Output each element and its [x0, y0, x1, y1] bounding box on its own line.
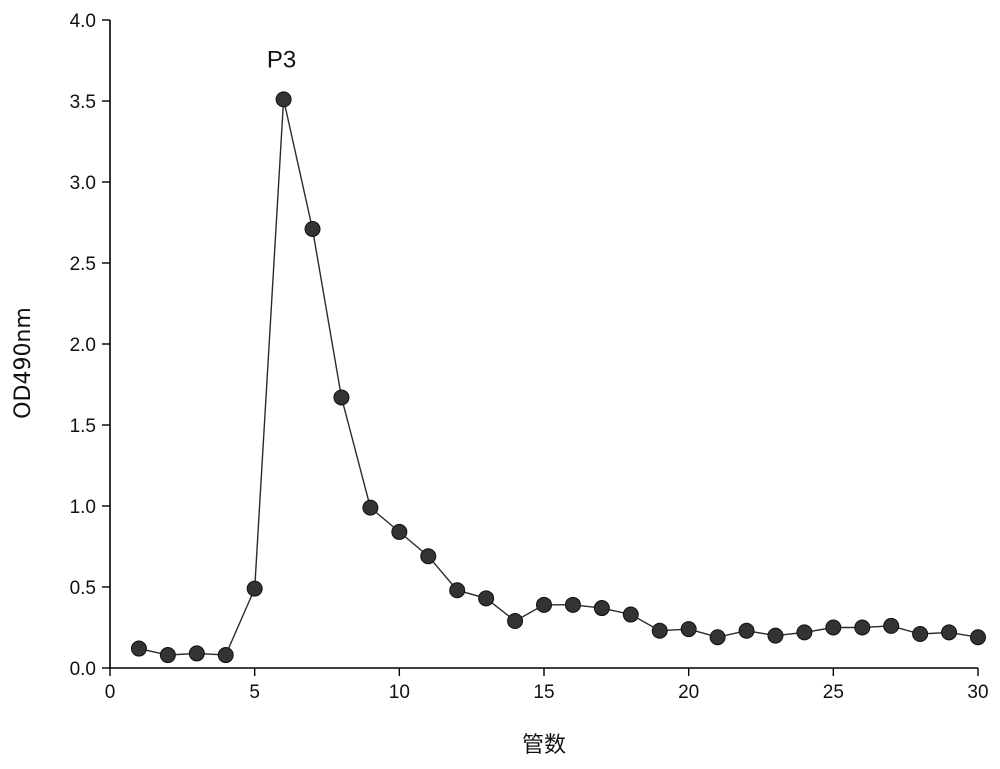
- data-point: [651, 622, 668, 639]
- y-tick-label: 4.0: [70, 11, 96, 32]
- y-tick-label: 1.5: [70, 416, 96, 437]
- data-point: [478, 590, 495, 607]
- x-tick-label: 0: [105, 682, 116, 703]
- x-tick-label: 25: [823, 682, 844, 703]
- data-point: [420, 548, 437, 565]
- data-point: [796, 624, 813, 641]
- series-line: [138, 99, 979, 656]
- data-point: [970, 629, 986, 646]
- data-point: [362, 499, 379, 516]
- data-point: [680, 621, 697, 638]
- series-layer: [130, 91, 986, 664]
- y-tick-label: 2.5: [70, 254, 96, 275]
- data-point: [275, 91, 292, 108]
- y-tick-label: 0.0: [70, 659, 96, 680]
- data-point: [912, 625, 929, 642]
- data-point: [854, 619, 871, 636]
- peak-label: P3: [267, 46, 296, 73]
- data-point: [507, 613, 524, 630]
- y-tick-label: 0.5: [70, 578, 96, 599]
- data-point: [246, 580, 263, 597]
- data-point: [564, 596, 581, 613]
- x-tick-label: 10: [389, 682, 410, 703]
- data-point: [188, 645, 205, 662]
- x-axis-title: 管数: [522, 733, 566, 758]
- y-tick-label: 3.5: [70, 92, 96, 113]
- y-axis-title: OD490nm: [11, 307, 36, 419]
- x-tick-label: 30: [967, 682, 988, 703]
- data-point: [159, 647, 176, 664]
- y-tick-label: 3.0: [70, 173, 96, 194]
- data-point: [767, 627, 784, 644]
- data-point: [709, 629, 726, 646]
- data-point: [391, 523, 408, 540]
- data-point: [622, 606, 639, 623]
- data-point: [883, 617, 900, 634]
- data-point: [593, 600, 610, 617]
- y-tick-label: 2.0: [70, 335, 96, 356]
- x-tick-label: 5: [249, 682, 260, 703]
- data-point: [536, 596, 552, 613]
- data-point: [825, 619, 842, 636]
- data-point: [304, 220, 321, 237]
- x-ticks: 0 5 10 15 20 25 30: [105, 668, 989, 703]
- data-point: [449, 582, 466, 599]
- data-point: [333, 389, 350, 406]
- axes: [109, 20, 978, 669]
- data-point: [738, 622, 755, 639]
- data-point: [217, 647, 234, 664]
- data-point: [130, 640, 147, 657]
- x-tick-label: 15: [533, 682, 554, 703]
- annotation-layer: P3: [267, 46, 296, 73]
- x-tick-label: 20: [678, 682, 699, 703]
- data-point: [941, 624, 958, 641]
- y-tick-label: 1.0: [70, 497, 96, 518]
- y-ticks: 0.0 0.5 1.0 1.5 2.0 2.5 3.0 3.5 4.0: [70, 11, 110, 680]
